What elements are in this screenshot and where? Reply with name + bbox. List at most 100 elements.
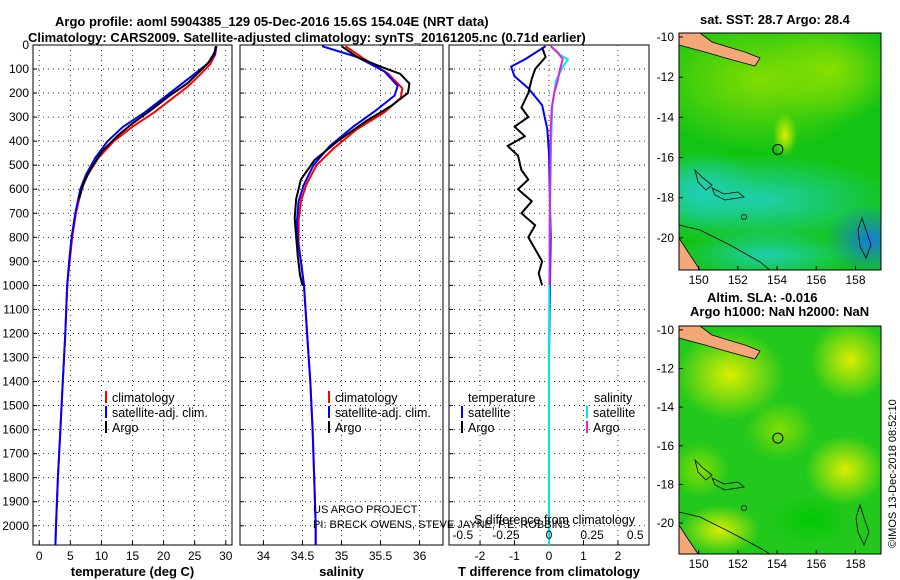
x-tick-label: 20 [157,549,171,563]
temperature-legend: climatology satellite-adj. clim. Argo [105,391,208,435]
pi-credit: PI: BRECK OWENS, STEVE JAYNE, P.E. ROBBI… [313,519,570,531]
y-tick-label: 800 [9,230,29,244]
sst-warm-patch [760,33,881,120]
map-y-tick-label: -14 [657,400,675,414]
map-x-tick-label: 158 [845,273,865,287]
y-tick-label: 100 [9,62,29,76]
y-tick-label: 500 [9,158,29,172]
x-tick-label: 2 [615,549,622,563]
y-tick-label: 1700 [2,447,29,461]
figure-title-line1: Argo profile: aoml 5904385_129 05-Dec-20… [55,14,489,29]
new-caledonia-outline [855,503,870,547]
map-x-tick-label: 156 [806,273,826,287]
map-x-tick-label: 158 [845,557,865,571]
map-y-tick-label: -10 [657,323,675,337]
map-y-tick-label: -18 [657,477,675,491]
s-tick-label: 0.5 [627,528,644,542]
sla-mid-patch [745,400,815,460]
x-tick-label: 0 [546,549,553,563]
new-caledonia-outline [857,216,872,259]
x-tick-label: 34.5 [291,549,315,563]
series-line-argo [293,45,411,286]
sst-cool-band [680,230,860,270]
argo-float-position-marker [772,432,784,444]
map-x-tick-label: 150 [689,273,709,287]
map-y-tick-label: -10 [657,30,675,44]
x-tick-label: 30 [219,549,233,563]
island-outline [741,505,747,511]
y-tick-label: 900 [9,254,29,268]
sst-map-ticks: 150 152 154 156 158 -10 -12 -14 -16 -18 -20 [657,30,866,287]
map-y-tick-label: -16 [657,151,675,165]
x-tick-label: -2 [475,549,486,563]
legend-s-argo-label: Argo [593,421,619,435]
sla-map-frame [678,325,882,555]
sst-map-frame [678,32,882,271]
x-tick-label: 5 [67,549,74,563]
map-y-tick-label: -20 [657,516,675,530]
y-tick-label: 1800 [2,471,29,485]
y-tick-label: 200 [9,86,29,100]
legend-climatology-label: climatology [335,391,398,405]
s-difference-axis-title: S difference from climatology [474,513,636,527]
sst-hot-spot [773,113,797,157]
s-tick-label: 0.25 [580,528,604,542]
map-x-tick-label: 154 [767,557,787,571]
y-tick-label: 600 [9,182,29,196]
s-difference-ticks: -0.5 -0.25 0 0.25 0.5 [452,528,643,542]
map-y-tick-label: -12 [657,70,675,84]
map-x-tick-label: 150 [689,557,709,571]
sla-high-patch [810,326,881,400]
y-tick-label: 300 [9,110,29,124]
legend-satellite-label: satellite-adj. clim. [335,406,431,420]
sla-mid-patch [679,442,730,498]
x-tick-label: 0 [36,549,43,563]
legend-t-argo-label: Argo [468,421,494,435]
reef-outline [694,168,745,201]
difference-panel: -2 -1 0 1 2T difference from climatology [448,44,650,579]
series-line-satellite-adj-clim- [296,45,399,545]
figure-title-line2: Climatology: CARS2009. Satellite-adjuste… [28,30,586,45]
australia-coastline [679,511,771,554]
y-tick-label: 400 [9,134,29,148]
map-x-tick-label: 154 [767,273,787,287]
legend-temperature-title: temperature [468,391,535,405]
salinity-legend: climatology satellite-adj. clim. Argo [328,391,431,435]
sla-map-ticks: 150 152 154 156 158 -10 -12 -14 -16 -18 -20 [657,323,866,571]
project-credit: US ARGO PROJECT [313,504,418,516]
x-tick-label: 10 [95,549,109,563]
legend-argo-label: Argo [112,421,138,435]
island-outline [741,214,747,220]
y-tick-label: 2000 [2,519,29,533]
sla-map-subtitle: Argo h1000: NaN h2000: NaN [690,304,869,319]
png-coast-land [679,33,761,67]
map-y-tick-label: -18 [657,191,675,205]
legend-salinity-title: salinity [594,391,633,405]
s-tick-label: 0 [546,528,553,542]
x-axis-label: temperature (deg C) [71,564,195,579]
x-tick-label: 25 [188,549,202,563]
y-tick-label: 1100 [3,302,29,316]
temperature-panel: 0 5 10 15 20 25 300100200300400500600700800900… [2,38,232,579]
y-tick-label: 700 [9,206,29,220]
series-line-t-argo [506,47,547,286]
y-tick-label: 1200 [2,326,29,340]
sst-map-title: sat. SST: 28.7 Argo: 28.4 [700,12,851,27]
map-y-tick-label: -20 [657,231,675,245]
s-tick-label: -0.25 [492,528,520,542]
legend-argo-label: Argo [335,421,361,435]
y-tick-label: 1900 [2,495,29,509]
y-tick-label: 1500 [2,399,29,413]
x-axis-label: T difference from climatology [458,564,641,579]
australia-coastline [679,224,771,270]
legend-satellite-label: satellite-adj. clim. [112,406,208,420]
x-tick-label: 15 [126,549,140,563]
y-tick-label: 1300 [2,351,29,365]
series-line-t-satellite [510,45,552,545]
difference-legend: temperature satellite Argo salinity sate… [461,391,635,435]
y-tick-label: 0 [22,38,29,52]
sst-map-image [679,33,881,270]
x-tick-label: -1 [509,549,520,563]
legend-climatology-label: climatology [112,391,175,405]
